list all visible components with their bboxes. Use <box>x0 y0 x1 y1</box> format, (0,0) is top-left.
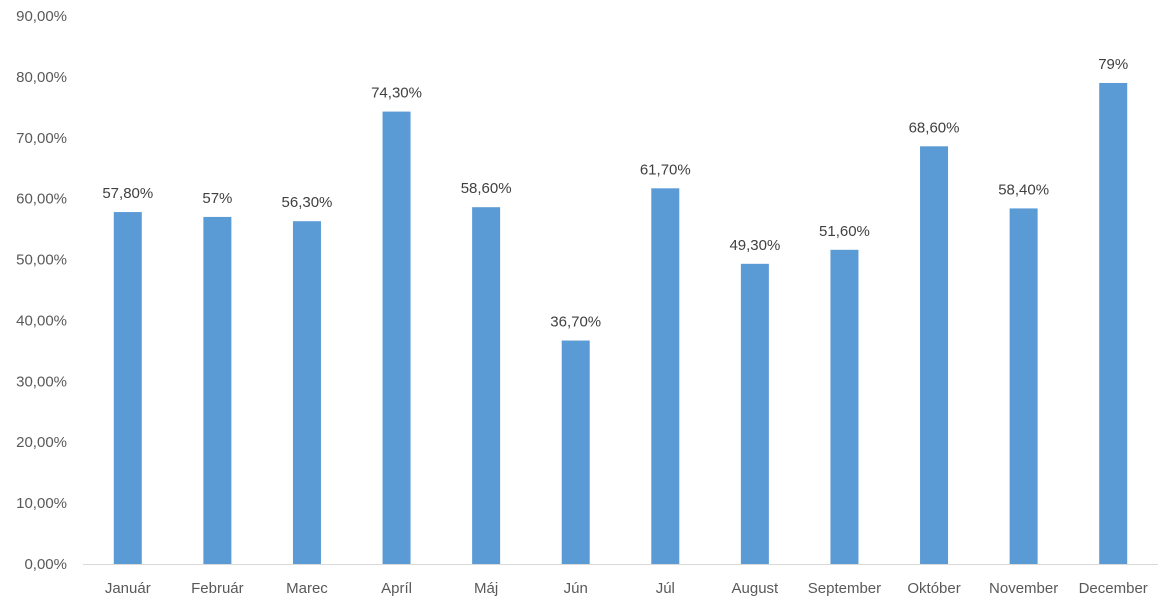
y-tick-label: 90,00% <box>16 8 67 25</box>
data-label: 58,40% <box>998 181 1049 198</box>
x-tick-label: Jún <box>564 580 588 597</box>
data-label: 56,30% <box>282 194 333 211</box>
bar <box>651 188 680 564</box>
y-tick-label: 50,00% <box>16 252 67 269</box>
y-axis: 0,00% 10,00% 20,00% 30,00% 40,00% 50,00% 60,00… <box>16 8 67 573</box>
data-labels: 57,80% 57% 56,30% 74,30% 58,60% 36,70% 61,70% 4… <box>102 56 1128 331</box>
data-label: 51,60% <box>819 223 870 240</box>
bar <box>561 340 590 564</box>
bar <box>472 207 501 565</box>
x-tick-label: Október <box>907 580 960 597</box>
y-tick-label: 60,00% <box>16 191 67 208</box>
bar <box>830 249 859 564</box>
data-label: 68,60% <box>909 119 960 136</box>
x-tick-label: Máj <box>474 580 498 597</box>
x-tick-label: Január <box>105 580 151 597</box>
x-tick-label: December <box>1079 580 1148 597</box>
data-label: 36,70% <box>550 314 601 331</box>
bar <box>292 221 321 564</box>
data-label: 57% <box>202 190 232 207</box>
data-label: 61,70% <box>640 161 691 178</box>
y-tick-label: 10,00% <box>16 495 67 512</box>
x-tick-label: Marec <box>286 580 328 597</box>
data-label: 74,30% <box>371 85 422 102</box>
y-tick-label: 30,00% <box>16 373 67 390</box>
data-label: 58,60% <box>461 180 512 197</box>
bar <box>1009 208 1038 565</box>
bar <box>203 216 232 564</box>
bar <box>382 111 411 565</box>
x-tick-label: August <box>732 580 780 597</box>
bar <box>1099 82 1128 564</box>
y-tick-label: 0,00% <box>24 556 67 573</box>
x-tick-label: September <box>808 580 881 597</box>
data-label: 79% <box>1098 56 1128 73</box>
y-tick-label: 20,00% <box>16 434 67 451</box>
data-label: 49,30% <box>729 237 780 254</box>
bar <box>740 263 769 564</box>
x-axis: Január Február Marec Apríl Máj Jún Júl August Se… <box>83 564 1158 597</box>
x-tick-label: Február <box>191 580 244 597</box>
y-tick-label: 40,00% <box>16 312 67 329</box>
bar <box>113 212 142 564</box>
x-tick-label: Apríl <box>381 580 412 597</box>
x-tick-label: November <box>989 580 1058 597</box>
bar <box>920 146 949 564</box>
data-label: 57,80% <box>102 185 153 202</box>
bars <box>113 82 1128 565</box>
y-tick-label: 80,00% <box>16 69 67 86</box>
x-tick-label: Júl <box>656 580 675 597</box>
y-tick-label: 70,00% <box>16 130 67 147</box>
